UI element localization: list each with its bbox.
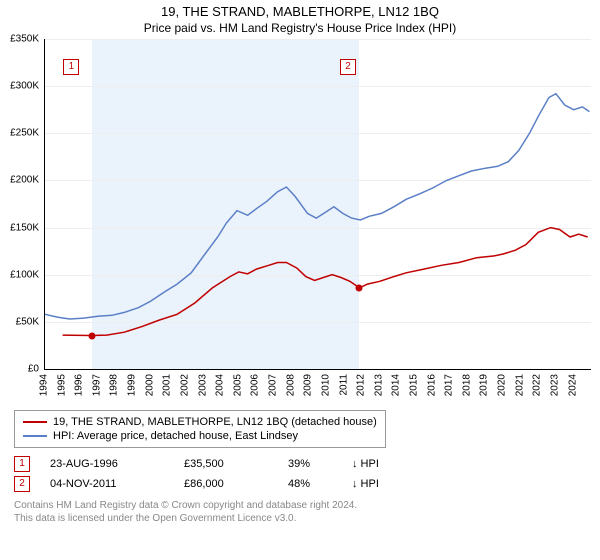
xtick-label: 2004 bbox=[215, 374, 226, 396]
xtick-label: 2005 bbox=[232, 374, 243, 396]
ytick-label: £300K bbox=[0, 81, 39, 92]
xtick-label: 1999 bbox=[127, 374, 138, 396]
xtick-label: 1994 bbox=[39, 374, 50, 396]
xtick-label: 2011 bbox=[338, 374, 349, 396]
xtick-label: 2012 bbox=[356, 374, 367, 396]
xtick-label: 2010 bbox=[320, 374, 331, 396]
xtick-label: 2019 bbox=[479, 374, 490, 396]
legend-label: 19, THE STRAND, MABLETHORPE, LN12 1BQ (d… bbox=[53, 416, 377, 428]
xtick-label: 2024 bbox=[567, 374, 578, 396]
footnote-line2: This data is licensed under the Open Gov… bbox=[14, 513, 600, 526]
ytick-label: £50K bbox=[0, 316, 39, 327]
ytick-label: £100K bbox=[0, 269, 39, 280]
xtick-label: 2006 bbox=[250, 374, 261, 396]
xtick-label: 2016 bbox=[426, 374, 437, 396]
sale-marker-1: 1 bbox=[63, 59, 79, 75]
xtick-label: 1997 bbox=[91, 374, 102, 396]
title-sub: Price paid vs. HM Land Registry's House … bbox=[0, 19, 600, 39]
line-hpi bbox=[45, 94, 589, 319]
xtick-label: 2000 bbox=[144, 374, 155, 396]
xtick-label: 1995 bbox=[56, 374, 67, 396]
footnote: Contains HM Land Registry data © Crown c… bbox=[14, 500, 600, 525]
sale-marker-icon: 1 bbox=[14, 456, 30, 472]
xtick-label: 2014 bbox=[391, 374, 402, 396]
sales-row: 1 23-AUG-1996 £35,500 39% ↓ HPI bbox=[14, 454, 600, 474]
legend-row: 19, THE STRAND, MABLETHORPE, LN12 1BQ (d… bbox=[23, 415, 377, 429]
sale-date: 23-AUG-1996 bbox=[34, 458, 180, 470]
ytick-label: £250K bbox=[0, 128, 39, 139]
xtick-label: 1996 bbox=[74, 374, 85, 396]
sale-direction: ↓ HPI bbox=[352, 478, 412, 490]
xtick-label: 2002 bbox=[179, 374, 190, 396]
legend-swatch bbox=[23, 421, 47, 423]
xtick-label: 2008 bbox=[285, 374, 296, 396]
xtick-label: 2017 bbox=[444, 374, 455, 396]
xtick-label: 2022 bbox=[532, 374, 543, 396]
xtick-label: 2018 bbox=[461, 374, 472, 396]
xtick-label: 2001 bbox=[162, 374, 173, 396]
xtick-label: 2003 bbox=[197, 374, 208, 396]
ytick-label: £150K bbox=[0, 222, 39, 233]
ytick-label: £200K bbox=[0, 175, 39, 186]
xtick-label: 2009 bbox=[303, 374, 314, 396]
xtick-label: 2015 bbox=[408, 374, 419, 396]
xtick-label: 2023 bbox=[549, 374, 560, 396]
chart: 12 £0£50K£100K£150K£200K£250K£300K£350K … bbox=[44, 39, 590, 404]
line-property bbox=[63, 228, 588, 336]
plot-area: 12 £0£50K£100K£150K£200K£250K£300K£350K bbox=[44, 39, 591, 370]
sale-dot-1 bbox=[88, 332, 95, 339]
sale-dot-2 bbox=[356, 284, 363, 291]
legend-swatch bbox=[23, 435, 47, 437]
chart-lines bbox=[45, 39, 591, 369]
sale-price: £35,500 bbox=[184, 458, 284, 470]
legend: 19, THE STRAND, MABLETHORPE, LN12 1BQ (d… bbox=[14, 410, 386, 448]
sale-marker-icon: 2 bbox=[14, 476, 30, 492]
sale-direction: ↓ HPI bbox=[352, 458, 412, 470]
legend-label: HPI: Average price, detached house, East… bbox=[53, 430, 298, 442]
xtick-label: 2007 bbox=[268, 374, 279, 396]
footnote-line1: Contains HM Land Registry data © Crown c… bbox=[14, 500, 600, 513]
sale-price: £86,000 bbox=[184, 478, 284, 490]
ytick-label: £0 bbox=[0, 364, 39, 375]
legend-row: HPI: Average price, detached house, East… bbox=[23, 429, 377, 443]
xtick-label: 2020 bbox=[497, 374, 508, 396]
ytick-label: £350K bbox=[0, 34, 39, 45]
sale-date: 04-NOV-2011 bbox=[34, 478, 180, 490]
sales-table: 1 23-AUG-1996 £35,500 39% ↓ HPI 2 04-NOV-2011 £… bbox=[14, 454, 600, 494]
sale-pct: 39% bbox=[288, 458, 348, 470]
xtick-label: 2013 bbox=[373, 374, 384, 396]
sales-row: 2 04-NOV-2011 £86,000 48% ↓ HPI bbox=[14, 474, 600, 494]
title-main: 19, THE STRAND, MABLETHORPE, LN12 1BQ bbox=[0, 0, 600, 19]
sale-pct: 48% bbox=[288, 478, 348, 490]
xtick-label: 1998 bbox=[109, 374, 120, 396]
xtick-label: 2021 bbox=[514, 374, 525, 396]
sale-marker-2: 2 bbox=[340, 59, 356, 75]
